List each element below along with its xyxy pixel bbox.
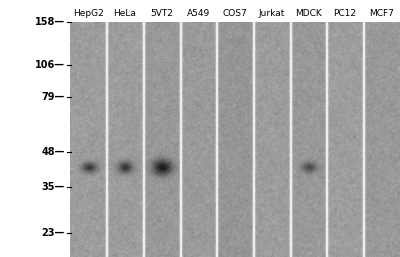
Text: 79—: 79—	[42, 92, 65, 102]
Text: MCF7: MCF7	[369, 9, 394, 18]
Text: Jurkat: Jurkat	[258, 9, 285, 18]
Text: COS7: COS7	[223, 9, 247, 18]
Text: 158—: 158—	[35, 17, 65, 27]
Text: 48—: 48—	[42, 147, 65, 157]
Text: MDCK: MDCK	[295, 9, 322, 18]
Text: HepG2: HepG2	[73, 9, 104, 18]
Text: PC12: PC12	[334, 9, 356, 18]
Text: 5VT2: 5VT2	[150, 9, 173, 18]
Text: 106—: 106—	[35, 60, 65, 70]
Text: 23—: 23—	[42, 228, 65, 238]
Text: HeLa: HeLa	[114, 9, 136, 18]
Text: A549: A549	[187, 9, 210, 18]
Text: 35—: 35—	[42, 182, 65, 192]
